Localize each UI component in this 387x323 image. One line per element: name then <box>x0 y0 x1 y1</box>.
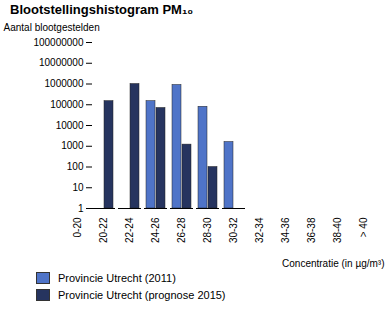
svg-text:36-38: 36-38 <box>306 217 317 243</box>
svg-text:1000000: 1000000 <box>45 78 84 89</box>
html-text:Provincie Utrecht (prognose 20: Provincie Utrecht (prognose 2015) <box>58 289 226 301</box>
html-text:Blootstellingshistogram PM₁₀: Blootstellingshistogram PM₁₀ <box>10 2 194 17</box>
svg-text:> 40: > 40 <box>358 217 369 237</box>
svg-text:30-32: 30-32 <box>228 217 239 243</box>
svg-text:22-24: 22-24 <box>124 217 135 243</box>
svg-text:0-20: 0-20 <box>72 217 83 237</box>
svg-text:32-34: 32-34 <box>254 217 265 243</box>
svg-text:10000000: 10000000 <box>39 57 84 68</box>
html-text:Provincie Utrecht (2011): Provincie Utrecht (2011) <box>58 272 176 284</box>
svg-text:100000000: 100000000 <box>33 37 83 48</box>
svg-text:1000: 1000 <box>61 140 84 151</box>
svg-text:Aantal blootgestelden: Aantal blootgestelden <box>4 22 100 33</box>
svg-text:26-28: 26-28 <box>176 217 187 243</box>
svg-text:34-36: 34-36 <box>280 217 291 243</box>
svg-text:10: 10 <box>72 182 84 193</box>
svg-text:24-26: 24-26 <box>150 217 161 243</box>
svg-text:100: 100 <box>67 161 84 172</box>
svg-text:Concentratie (in µg/m³): Concentratie (in µg/m³) <box>282 258 384 269</box>
svg-text:28-30: 28-30 <box>202 217 213 243</box>
svg-text:38-40: 38-40 <box>332 217 343 243</box>
svg-text:1: 1 <box>78 203 84 214</box>
svg-text:100000: 100000 <box>50 99 84 110</box>
svg-text:10000: 10000 <box>56 120 84 131</box>
svg-text:20-22: 20-22 <box>98 217 109 243</box>
